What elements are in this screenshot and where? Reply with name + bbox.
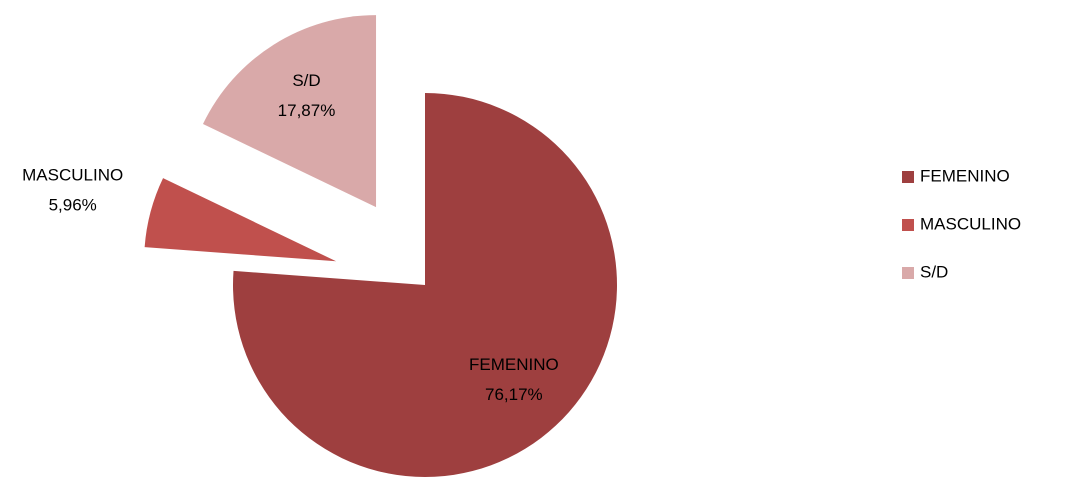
pie-slice xyxy=(232,93,618,477)
pie-slice xyxy=(144,178,337,262)
legend-swatch xyxy=(902,219,914,231)
legend-swatch xyxy=(902,267,914,279)
slice-category-label: S/D xyxy=(292,71,320,90)
slice-value-label: 17,87% xyxy=(278,101,336,120)
legend-label: FEMENINO xyxy=(920,166,1010,185)
slice-category-label: FEMENINO xyxy=(469,355,559,374)
pie-slice xyxy=(202,15,377,208)
slice-value-label: 5,96% xyxy=(49,195,97,214)
slice-category-label: MASCULINO xyxy=(22,165,123,184)
legend-label: MASCULINO xyxy=(920,214,1021,233)
legend-swatch xyxy=(902,171,914,183)
legend-label: S/D xyxy=(920,262,948,281)
slice-value-label: 76,17% xyxy=(485,385,543,404)
